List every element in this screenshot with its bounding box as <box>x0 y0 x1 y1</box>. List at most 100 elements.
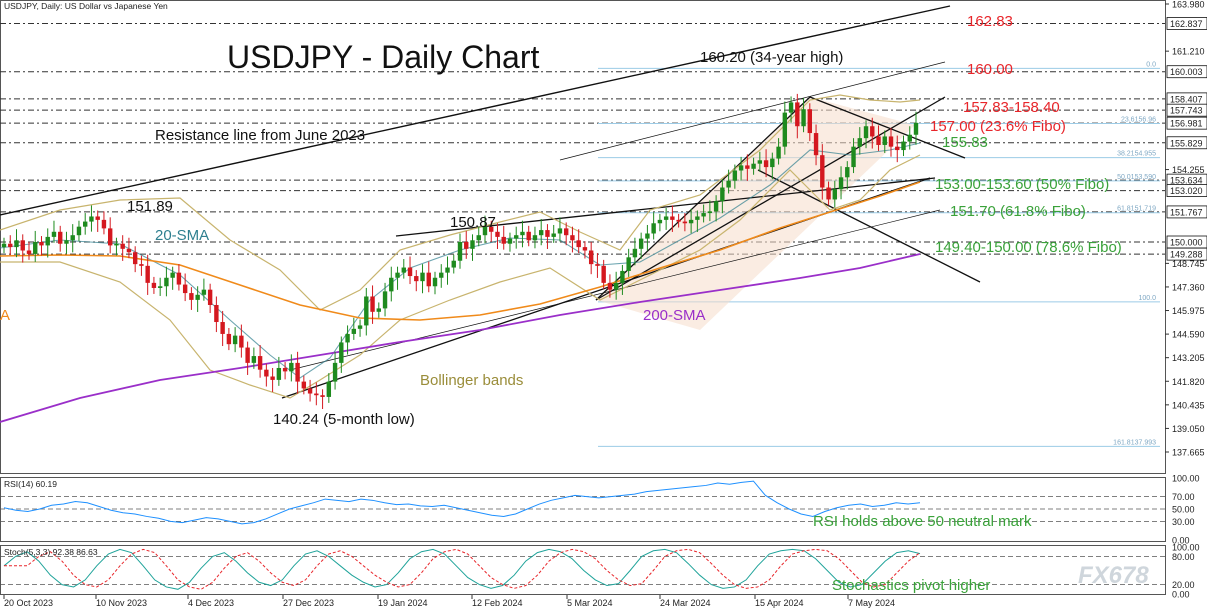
price-axis-label: 141.820 <box>1172 377 1205 387</box>
annotation-151-89: 151.89 <box>127 198 173 215</box>
price-tag-label: 160.003 <box>1170 67 1203 77</box>
price-tag-label: 155.829 <box>1170 138 1203 148</box>
candle-body <box>70 235 75 241</box>
candle-body <box>220 322 225 334</box>
rsi-line <box>3 480 921 525</box>
stoch-d-line <box>4 548 921 590</box>
fibo-label: 38.2154.955 <box>1117 151 1156 158</box>
candle-body <box>526 231 531 241</box>
stoch-axis-label: 20.00 <box>1172 580 1195 590</box>
candle-body <box>801 109 806 127</box>
candle-body <box>913 122 919 135</box>
candle-body <box>232 335 238 345</box>
date-axis-label: 24 Mar 2024 <box>660 598 711 608</box>
candle-body <box>120 243 125 249</box>
rsi-header: RSI(14) 60.19 <box>4 479 57 489</box>
candle-body <box>64 240 69 244</box>
candle-body <box>189 293 194 300</box>
candle-body <box>539 230 544 236</box>
candle-body <box>145 265 150 283</box>
candle-body <box>514 235 519 239</box>
candle-body <box>326 381 332 397</box>
candle-body <box>464 242 469 249</box>
candle-body <box>83 221 88 227</box>
candle-body <box>376 308 381 312</box>
falling-line-from-peak <box>809 96 966 159</box>
price-level-label: 149.40-150.00 (78.6% Fibo) <box>935 239 1122 256</box>
price-tag-box <box>1166 103 1207 117</box>
candle-body <box>39 242 44 246</box>
stoch-note: Stochastics pivot higher <box>832 577 990 594</box>
annotation-resistance: Resistance line from June 2023 <box>155 127 365 144</box>
price-tag-label: 149.288 <box>1170 250 1203 260</box>
candle-body <box>532 235 538 241</box>
candle-body <box>245 347 250 363</box>
candle-body <box>770 158 775 168</box>
price-level-label: 153.00-153.60 (50% Fibo) <box>935 176 1109 193</box>
candle-body <box>357 325 363 329</box>
price-level-label: 151.70 (61.8% Fibo) <box>950 203 1086 220</box>
date-axis-label: 19 Jan 2024 <box>378 598 428 608</box>
rsi-axis-label: 70.00 <box>1172 492 1195 502</box>
candle-body <box>888 136 894 147</box>
candle-body <box>895 146 900 151</box>
price-axis-label: 139.050 <box>1172 424 1205 434</box>
stoch-axis-label: 80.00 <box>1172 552 1195 562</box>
price-tag-label: 150.000 <box>1170 238 1203 248</box>
date-axis-label: 5 Mar 2024 <box>567 598 613 608</box>
candle-body <box>626 257 631 271</box>
candle-body <box>139 264 144 266</box>
price-axis-label: 147.360 <box>1172 282 1205 292</box>
candle-body <box>457 242 463 261</box>
candle-body <box>882 136 887 145</box>
candle-body <box>339 342 344 363</box>
annotation-200sma: 200-SMA <box>643 307 706 324</box>
candle-body <box>276 367 282 380</box>
price-level-label: 160.00 <box>967 61 1013 78</box>
candle-body <box>301 381 307 389</box>
price-tag-box <box>1166 205 1207 219</box>
bb-guide <box>289 209 941 371</box>
candle-body <box>395 272 400 278</box>
price-axis-label: 140.435 <box>1172 400 1205 410</box>
candle-body <box>795 102 800 127</box>
candle-body <box>907 134 912 142</box>
candle-body <box>870 126 875 137</box>
price-tag-label: 153.020 <box>1170 186 1203 196</box>
candle-body <box>576 240 581 248</box>
main-panel <box>0 0 1166 474</box>
price-tag-box <box>1166 65 1207 79</box>
candle-body <box>707 211 713 214</box>
candle-body <box>132 252 138 265</box>
candle-body <box>745 165 750 169</box>
sma-50-line <box>0 181 921 321</box>
price-axis-label: 137.665 <box>1172 448 1205 458</box>
fibo-label: 23.6156.96 <box>1121 117 1156 124</box>
candle-body <box>282 367 288 372</box>
candle-body <box>826 187 831 200</box>
price-axis-label: 145.975 <box>1172 306 1205 316</box>
candle-body <box>307 388 313 394</box>
falling-long-line <box>757 169 981 283</box>
candle-body <box>439 272 444 278</box>
candle-body <box>876 136 881 145</box>
channel-upper <box>595 96 811 301</box>
candle-body <box>214 304 219 323</box>
price-tag-box <box>1166 247 1207 261</box>
candle-body <box>688 219 694 224</box>
candle-body <box>8 243 13 248</box>
stoch-header: Stoch(5,3,3) 92.38 86.63 <box>4 547 98 557</box>
lower-horizontal-trend <box>395 177 936 237</box>
candle-body <box>51 231 57 237</box>
candle-body <box>126 248 132 253</box>
price-axis-label: 161.210 <box>1172 47 1205 57</box>
candle-body <box>226 333 232 345</box>
candle-body <box>101 219 107 229</box>
candle-body <box>476 235 481 241</box>
candle-body <box>26 250 32 254</box>
candle-body <box>788 102 794 113</box>
price-tag-box <box>1166 136 1207 150</box>
rsi-axis-label: 50.00 <box>1172 505 1195 515</box>
candle-body <box>832 189 837 200</box>
